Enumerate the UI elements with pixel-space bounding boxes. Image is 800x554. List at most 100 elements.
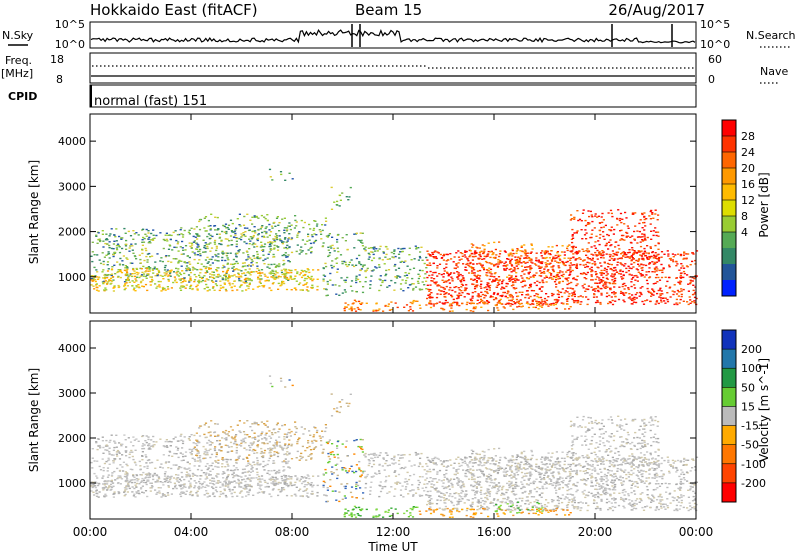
power-cell [572,278,575,280]
power-cell [178,259,181,262]
power-cell [240,233,243,235]
power-cell [321,245,325,247]
velocity-cell [307,440,310,442]
velocity-cell [123,434,126,436]
power-cell [610,257,613,260]
power-cell [643,237,647,239]
power-cell [289,276,293,278]
power-cell [536,280,539,282]
power-cell [441,307,444,310]
power-cell [642,264,645,266]
power-cell [593,293,596,296]
velocity-cell [155,493,158,495]
velocity-cell [231,429,234,431]
velocity-cell [238,444,241,446]
power-cell [511,296,514,298]
velocity-cell [234,435,237,438]
velocity-cell [235,446,238,449]
power-cell [510,258,513,260]
power-cell [634,279,637,281]
power-cell [510,275,513,277]
velocity-cell [278,469,281,471]
velocity-cell [207,426,210,428]
power-cell [603,262,606,264]
power-cell [224,278,227,280]
power-cell [104,280,107,282]
power-cell [539,302,542,304]
power-cell [266,276,269,278]
velocity-cell [311,492,314,495]
power-cell [350,309,353,312]
colorbar-tick-label: 16 [741,178,755,191]
power-cell [193,240,196,242]
power-cell [118,246,121,248]
power-cell [206,286,210,289]
power-cell [561,288,564,290]
power-cell [216,233,219,235]
power-cell [268,168,272,171]
velocity-cell [160,463,163,465]
power-cell [445,263,448,265]
power-cell [417,247,420,249]
power-cell [496,265,500,267]
power-cell [611,282,615,285]
power-cell [431,280,434,282]
power-cell [446,253,449,256]
power-cell [251,260,254,262]
power-cell [600,226,603,229]
velocity-cell [243,433,247,436]
power-cell [506,264,509,266]
power-cell [653,254,656,256]
velocity-cell [317,475,320,477]
power-cell [262,259,265,262]
power-cell [587,242,590,244]
power-cell [325,294,328,297]
power-cell [325,288,328,291]
velocity-cell [290,478,293,480]
velocity-cell [288,467,291,469]
velocity-cell [230,481,233,483]
power-cell [511,249,514,252]
velocity-cell [137,492,140,494]
power-cell [344,302,347,304]
velocity-cell [290,430,293,433]
power-cell [632,253,635,255]
power-cell [135,280,138,282]
power-cell [497,276,501,278]
power-cell [437,252,440,254]
power-cell [503,307,506,309]
power-cell [497,259,500,261]
velocity-cell [232,472,235,474]
power-cell [476,299,479,301]
power-cell [460,283,463,285]
velocity-cell [211,493,215,495]
velocity-cell [195,492,198,494]
power-cell [122,264,125,266]
power-cell [126,271,129,274]
power-cell [541,279,544,281]
velocity-cell [233,486,236,488]
power-cell [515,298,519,301]
power-cell [161,260,164,263]
power-cell [329,245,332,247]
power-cell [638,265,641,267]
power-cell [587,250,590,252]
power-cell [166,286,169,288]
power-cell [355,281,358,284]
power-cell [109,277,113,279]
power-cell [322,278,325,280]
power-cell [516,260,519,262]
power-cell [607,212,610,214]
power-cell [691,260,694,263]
power-cell [353,247,356,249]
power-cell [370,251,373,253]
power-cell [446,271,449,273]
power-cell [501,261,504,263]
velocity-cell [103,462,106,465]
power-cell [611,215,614,218]
velocity-cell [105,439,108,442]
power-cell [615,253,618,256]
velocity-cell [206,452,209,454]
velocity-cell [124,451,128,453]
power-cell [530,289,533,292]
